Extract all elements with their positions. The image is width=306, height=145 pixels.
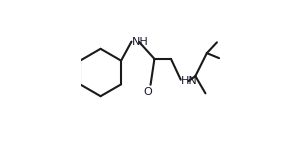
Text: HN: HN [181,76,198,86]
Text: NH: NH [132,37,149,47]
Text: O: O [144,87,152,97]
